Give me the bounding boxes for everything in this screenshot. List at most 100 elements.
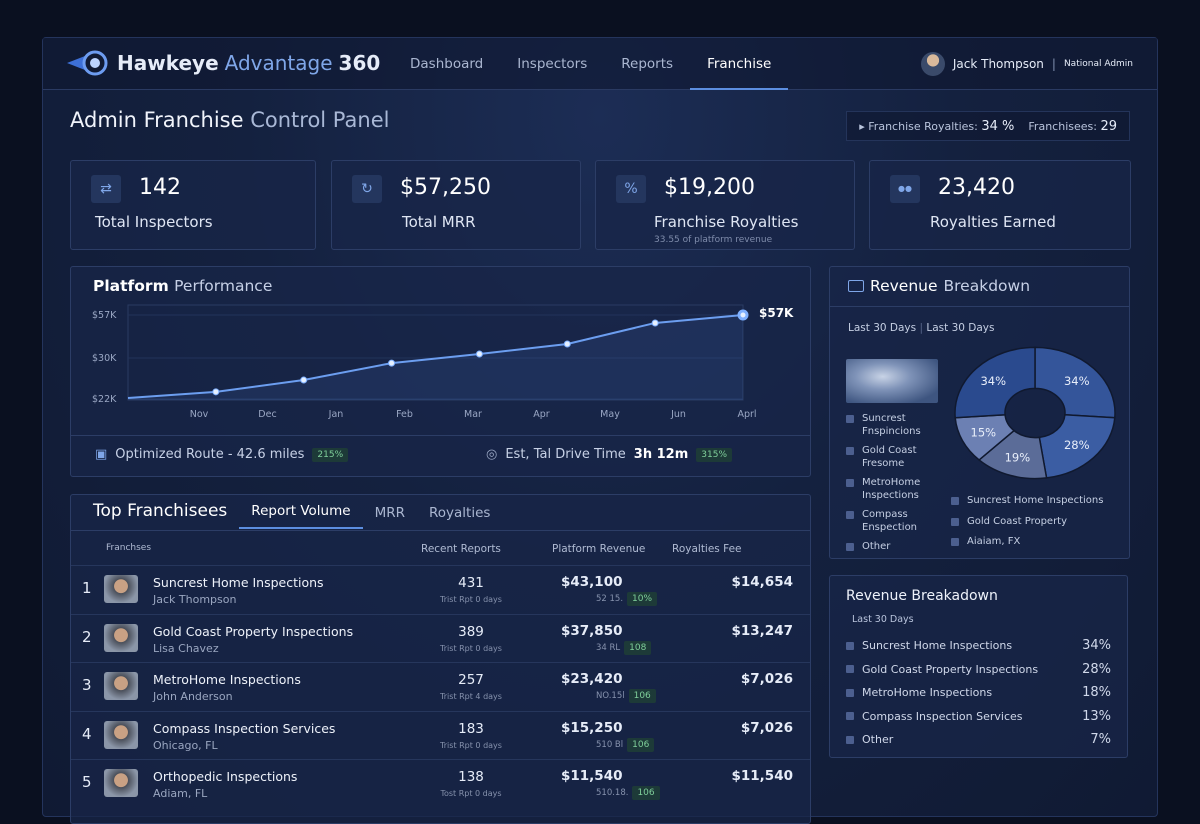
nav-dashboard[interactable]: Dashboard (410, 56, 484, 72)
slice-label: 34% (1064, 374, 1090, 388)
col-franchises[interactable]: Franchses (106, 543, 152, 553)
nav-franchise[interactable]: Franchise (690, 38, 789, 90)
franchisee-photo (104, 720, 138, 749)
data-point[interactable] (388, 359, 396, 367)
franchise-name[interactable]: Compass Inspection Services (153, 720, 336, 736)
legend-swatch (846, 712, 854, 720)
rank: 2 (82, 627, 92, 646)
legend-label: MetroHome Inspections (862, 477, 921, 501)
slice-label: 34% (980, 374, 1006, 388)
period-b[interactable]: Last 30 Days (926, 322, 995, 334)
drive-time-stat: ◎ Est, Tal Drive Time 3h 12m 315% (486, 447, 732, 462)
franchise-name[interactable]: Suncrest Home Inspections (153, 575, 324, 590)
x-tick-label: Jun (670, 409, 686, 420)
col-royalties-fee[interactable]: Royalties Fee (672, 543, 742, 555)
col-recent-reports[interactable]: Recent Reports (421, 543, 501, 555)
donut-slice[interactable] (1038, 413, 1116, 479)
item-label: Suncrest Home Inspections (862, 639, 1013, 652)
item-label: Gold Coast Property Inspections (862, 662, 1039, 676)
x-tick-label: Aprl (737, 409, 756, 420)
data-point[interactable] (475, 350, 483, 358)
divider: | (1051, 57, 1056, 71)
kpi-value: 142 (139, 175, 181, 200)
royalties-fee: $7,026 (740, 671, 793, 687)
tab-mrr[interactable]: MRR (374, 505, 405, 521)
tab-report-volume[interactable]: Report Volume (239, 503, 363, 529)
data-point[interactable] (737, 309, 749, 321)
nav-reports[interactable]: Reports (621, 56, 674, 72)
platform-performance-panel: Platform Performance $57K $30K $22K Nov Dec J… (70, 266, 811, 477)
royalties-fee: $14,654 (731, 574, 794, 590)
platform-revenue: $11,540 (561, 768, 623, 784)
period-selector[interactable]: Last 30 Days | Last 30 Days (848, 322, 995, 334)
data-point[interactable] (651, 319, 659, 327)
kpi-value: 23,420 (938, 175, 1015, 200)
donut-slice[interactable] (954, 346, 1036, 419)
breakdown-item: Gold Coast Property Inspections 28% (846, 662, 1111, 677)
rank: 1 (82, 579, 92, 597)
col-platform-revenue[interactable]: Platform Revenue (552, 543, 646, 555)
recent-reports: 138 (458, 769, 484, 785)
legend-item: MetroHome Inspections (846, 477, 946, 502)
title-rest: Breakdown (943, 277, 1031, 295)
data-point[interactable] (563, 340, 571, 348)
rank: 3 (82, 676, 92, 694)
franchise-owner: Adiam, FL (153, 787, 208, 800)
legend-swatch (951, 517, 959, 526)
item-percent: 34% (1082, 638, 1111, 653)
royalties-fee: $7,026 (740, 719, 793, 736)
y-tick-label: $22K (92, 394, 117, 405)
item-percent: 13% (1082, 708, 1111, 724)
revenue-sub-text: 510 Bl (596, 739, 624, 750)
table-row[interactable]: 1 Suncrest Home Inspections Jack Thompso… (71, 565, 810, 613)
x-tick-label: May (600, 409, 620, 420)
eye-logo-icon (67, 50, 108, 76)
table-row[interactable]: 5 Orthopedic Inspections Adiam, FL 138 T… (71, 759, 810, 807)
slice-label: 15% (971, 426, 997, 440)
clock-icon: ◎ (486, 447, 498, 462)
legend-swatch (951, 497, 959, 505)
route-stat: ▣ Optimized Route - 42.6 miles 215% (95, 447, 349, 462)
breakdown-item: Suncrest Home Inspections 34% (846, 638, 1111, 653)
table-row[interactable]: 4 Compass Inspection Services Ohicago, F… (71, 710, 810, 759)
performance-line-chart: $57K $30K $22K Nov Dec Jan Feb Mar Apr May Jun Aprl… (92, 304, 794, 420)
franchisee-photo (104, 623, 138, 652)
data-point[interactable] (300, 376, 308, 384)
royalties-fee: $11,540 (731, 768, 794, 784)
revenue-sub: 510 Bl 106 (596, 737, 655, 752)
donut-slice[interactable] (1034, 346, 1116, 419)
legend-label: Compass Enspection (862, 509, 918, 533)
nav-inspectors[interactable]: Inspectors (517, 56, 588, 72)
franchise-name[interactable]: Gold Coast Property Inspections (153, 623, 354, 639)
revenue-sub: 510.18. 106 (596, 786, 660, 800)
brand-logo[interactable]: Hawkeye Advantage 360 (65, 50, 380, 76)
table-row[interactable]: 3 MetroHome Inspections John Anderson 25… (71, 662, 810, 710)
kpi-value: $57,250 (400, 175, 491, 200)
x-tick-label: Nov (190, 409, 209, 420)
franchisee-photo (104, 575, 138, 603)
franchisees-tabs: Top Franchisees Report Volume MRR Royalt… (81, 495, 502, 529)
revenue-breakdown-panel: Revenue Breakdown Last 30 Days | Last 30 … (829, 266, 1130, 559)
tab-royalties[interactable]: Royalties (428, 505, 491, 521)
recent-reports: 389 (458, 623, 484, 640)
top-nav-bar: Hawkeye Advantage 360 Dashboard Inspecto… (43, 38, 1157, 90)
user-name: Jack Thompson (952, 57, 1044, 71)
franchise-name[interactable]: MetroHome Inspections (153, 672, 301, 687)
title-bold: Platform (93, 277, 169, 295)
period-a[interactable]: Last 30 Days (848, 322, 917, 334)
legend-swatch (846, 447, 854, 455)
revenue-sub-text: 510.18. (596, 788, 629, 798)
data-point[interactable] (212, 388, 220, 396)
y-tick-label: $30K (92, 353, 117, 364)
platform-revenue: $15,250 (561, 719, 623, 736)
divider (71, 435, 810, 436)
user-menu[interactable]: Jack Thompson | National Admin (920, 52, 1133, 76)
franchise-name[interactable]: Orthopedic Inspections (153, 769, 298, 784)
revenue-badge: 108 (624, 640, 652, 655)
franchisees-value: 29 (1100, 118, 1117, 134)
legend-item: Suncrest Fnspincions (846, 413, 946, 438)
map-thumbnail[interactable] (846, 359, 938, 403)
drive-badge: 315% (696, 447, 732, 462)
drive-value: 3h 12m (633, 447, 689, 462)
table-row[interactable]: 2 Gold Coast Property Inspections Lisa C… (71, 613, 810, 662)
